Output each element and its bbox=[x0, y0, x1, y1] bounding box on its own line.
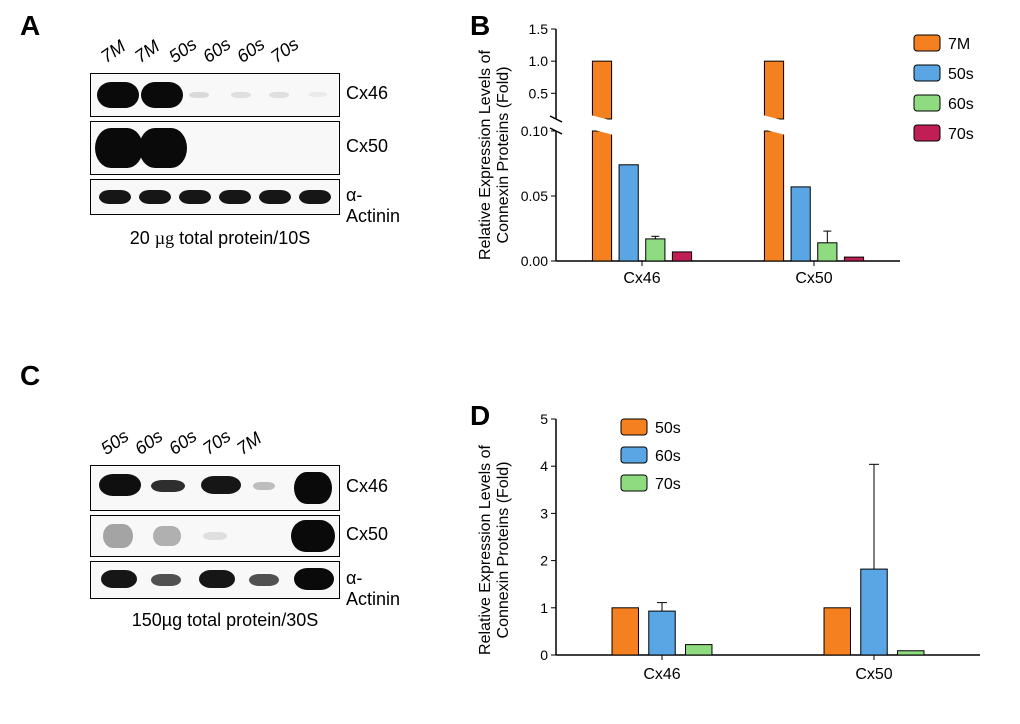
panel-c-caption: 150µg total protein/30S bbox=[100, 610, 350, 631]
band bbox=[291, 520, 335, 552]
panel-c: C bbox=[20, 360, 40, 392]
svg-text:1: 1 bbox=[540, 600, 548, 616]
svg-text:7M: 7M bbox=[948, 36, 970, 53]
panel-a-caption-suffix: total protein/10S bbox=[174, 228, 310, 248]
band bbox=[189, 92, 209, 98]
band bbox=[299, 190, 331, 204]
band bbox=[141, 82, 183, 108]
svg-text:Cx50: Cx50 bbox=[795, 270, 832, 287]
lane-label: 70s bbox=[268, 28, 311, 66]
band bbox=[294, 568, 334, 590]
band bbox=[259, 190, 291, 204]
band bbox=[99, 190, 131, 204]
svg-text:70s: 70s bbox=[655, 476, 681, 493]
band bbox=[99, 474, 141, 496]
band bbox=[153, 526, 181, 546]
band bbox=[151, 574, 181, 586]
band bbox=[203, 532, 227, 540]
svg-text:0.00: 0.00 bbox=[521, 253, 548, 269]
svg-text:1.0: 1.0 bbox=[529, 53, 549, 69]
svg-text:Relative Expression Levels of: Relative Expression Levels of bbox=[477, 50, 494, 260]
svg-text:Connexin Proteins (Fold): Connexin Proteins (Fold) bbox=[495, 67, 512, 244]
svg-text:0.5: 0.5 bbox=[529, 85, 549, 101]
svg-text:Relative Expression Levels of: Relative Expression Levels of bbox=[477, 445, 494, 655]
band bbox=[95, 128, 143, 168]
svg-text:4: 4 bbox=[540, 458, 548, 474]
protein-label: Cx46 bbox=[346, 83, 388, 104]
svg-text:Cx46: Cx46 bbox=[623, 270, 660, 287]
protein-label: Cx46 bbox=[346, 476, 388, 497]
blot-row bbox=[90, 465, 340, 511]
protein-label: α-Actinin bbox=[346, 568, 400, 610]
blot-row bbox=[90, 179, 340, 215]
svg-text:Cx46: Cx46 bbox=[643, 666, 680, 683]
svg-text:50s: 50s bbox=[655, 420, 681, 437]
svg-text:60s: 60s bbox=[948, 96, 974, 113]
band bbox=[139, 190, 171, 204]
panel-b-chart: 0.5 1.0 1.5 0.00 0.05 0.10 Relative Expression… bbox=[470, 15, 1010, 300]
svg-text:60s: 60s bbox=[655, 448, 681, 465]
panel-a-letter: A bbox=[20, 10, 40, 42]
svg-text:Cx50: Cx50 bbox=[855, 666, 892, 683]
band bbox=[103, 524, 133, 548]
band bbox=[294, 472, 332, 504]
panel-c-letter: C bbox=[20, 360, 40, 392]
svg-text:0.05: 0.05 bbox=[521, 188, 548, 204]
svg-text:5: 5 bbox=[540, 411, 548, 427]
band bbox=[253, 482, 275, 490]
band bbox=[201, 476, 241, 494]
band bbox=[269, 92, 289, 98]
lane-label: 7M bbox=[234, 420, 277, 458]
protein-label: Cx50 bbox=[346, 136, 388, 157]
panel-a: A bbox=[20, 10, 40, 42]
panel-a-caption-unit: µg bbox=[155, 228, 174, 248]
band bbox=[199, 570, 235, 588]
band bbox=[231, 92, 251, 98]
svg-text:Connexin Proteins (Fold): Connexin Proteins (Fold) bbox=[495, 462, 512, 639]
svg-text:1.5: 1.5 bbox=[529, 21, 549, 37]
panel-a-caption-prefix: 20 bbox=[130, 228, 155, 248]
svg-text:70s: 70s bbox=[948, 126, 974, 143]
band bbox=[97, 82, 139, 108]
band bbox=[151, 480, 185, 492]
blot-row bbox=[90, 515, 340, 557]
panel-d-chart: 0 1 2 3 4 5 Relative Expression Levels ofConne… bbox=[470, 405, 1010, 700]
panel-a-lanes: 7M7M50s60s60s70s bbox=[108, 48, 312, 66]
band bbox=[139, 128, 187, 168]
svg-text:0: 0 bbox=[540, 647, 548, 663]
blot-row bbox=[90, 73, 340, 117]
panel-a-caption: 20 µg total protein/10S bbox=[90, 228, 350, 249]
band bbox=[249, 574, 279, 586]
panel-c-lanes: 50s60s60s70s7M bbox=[108, 440, 278, 458]
svg-text:0.10: 0.10 bbox=[521, 123, 548, 139]
band bbox=[219, 190, 251, 204]
band bbox=[309, 92, 327, 97]
band bbox=[101, 570, 137, 588]
svg-text:3: 3 bbox=[540, 505, 548, 521]
blot-row bbox=[90, 121, 340, 175]
svg-text:2: 2 bbox=[540, 553, 548, 569]
band bbox=[179, 190, 211, 204]
svg-text:50s: 50s bbox=[948, 66, 974, 83]
protein-label: α-Actinin bbox=[346, 185, 400, 227]
blot-row bbox=[90, 561, 340, 599]
protein-label: Cx50 bbox=[346, 524, 388, 545]
